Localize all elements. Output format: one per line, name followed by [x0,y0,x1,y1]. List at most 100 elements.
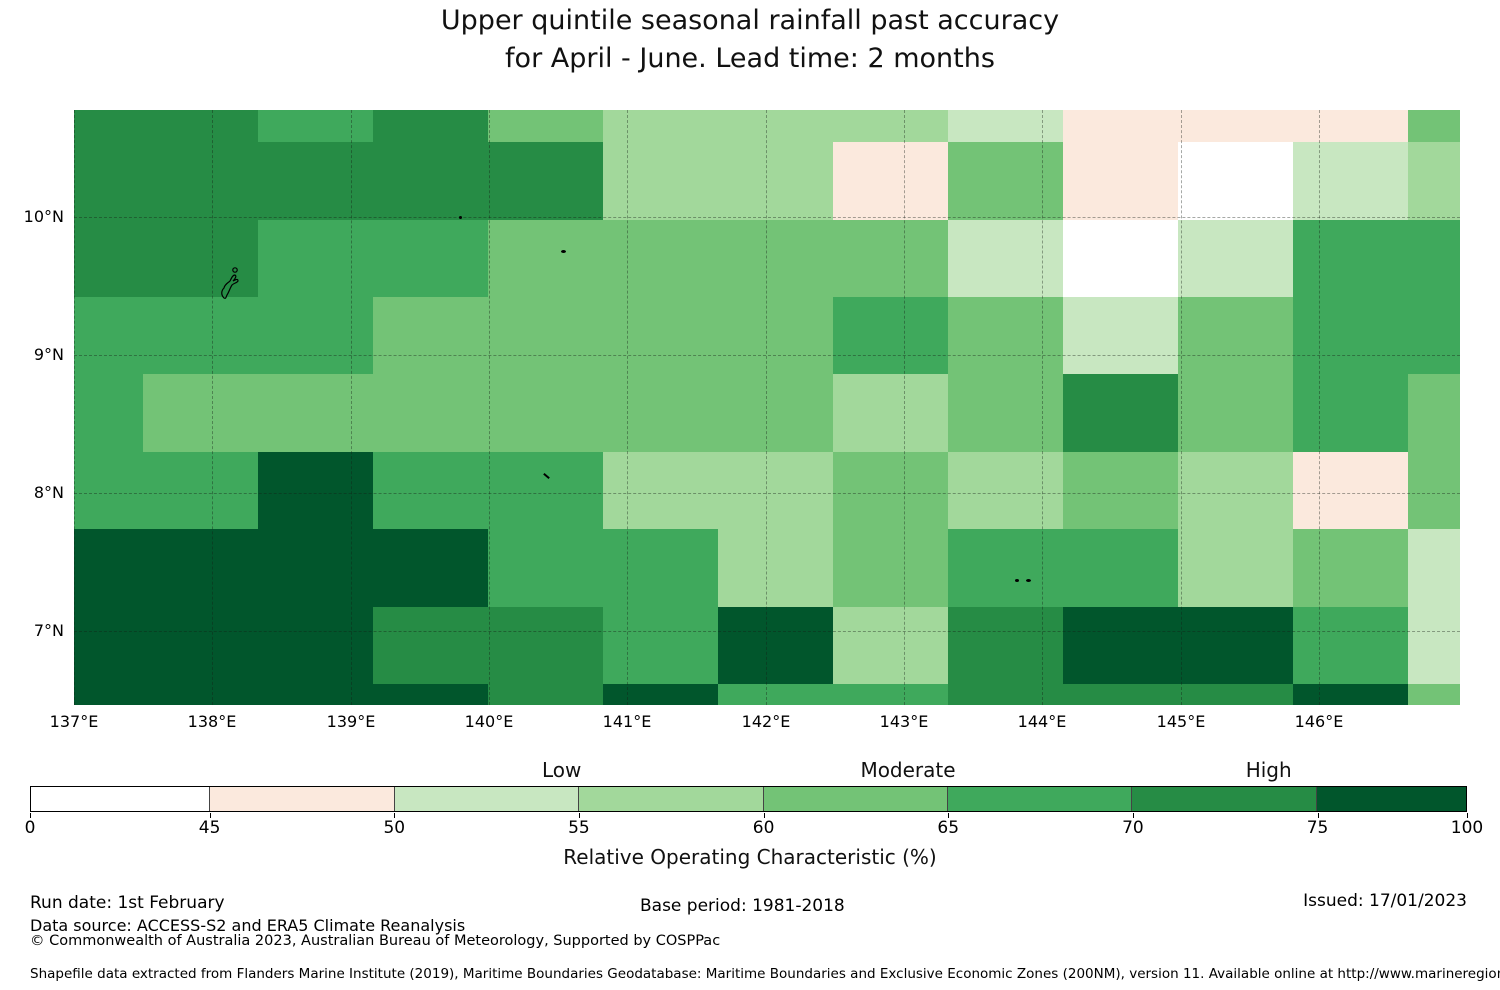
map-cell-r1-c0 [74,142,143,220]
colorbar-tick-55: 55 [568,818,590,838]
colorbar-label-moderate: Moderate [860,758,956,782]
map-cell-r4-c6 [718,374,833,452]
map-cell-r1-c6 [718,142,833,220]
map-cell-r5-c7 [833,452,948,529]
map-plot [74,110,1460,705]
map-cell-r7-c10 [1178,607,1293,684]
map-cell-r0-c10 [1178,110,1293,142]
map-cell-r1-c9 [1063,142,1178,220]
map-cell-r2-c6 [718,220,833,297]
map-cell-r8-c9 [1063,684,1178,705]
colorbar-tick-60: 60 [752,818,775,838]
island-mark [561,250,566,253]
map-cell-r5-c4 [488,452,603,529]
map-cell-r4-c3 [373,374,488,452]
map-cell-r4-c12 [1408,374,1460,452]
map-cell-r7-c6 [718,607,833,684]
colorbar-tickmark-70 [1132,813,1134,818]
map-cell-r4-c10 [1178,374,1293,452]
colorbar-tickmark-65 [948,813,950,818]
map-cell-r1-c5 [603,142,718,220]
map-cell-r5-c11 [1293,452,1408,529]
gridline-138°E [212,110,213,705]
map-cell-r7-c8 [948,607,1063,684]
map-cell-r2-c3 [373,220,488,297]
map-cell-r0-c0 [74,110,143,142]
colorbar-segment-55-60 [579,787,764,811]
map-cell-r6-c10 [1178,529,1293,607]
colorbar-tick-45: 45 [198,818,221,838]
colorbar-segment-70-75 [1132,787,1317,811]
map-cell-r1-c11 [1293,142,1408,220]
x-tick-label-142°E: 142°E [741,712,791,731]
map-cell-r0-c5 [603,110,718,142]
gridline-145°E [1181,110,1182,705]
map-cell-r5-c1 [143,452,258,529]
map-cell-r2-c10 [1178,220,1293,297]
map-cell-r6-c3 [373,529,488,607]
colorbar-segment-50-55 [394,787,580,811]
map-cell-r6-c9 [1063,529,1178,607]
gridline-143°E [904,110,905,705]
map-cell-r3-c4 [488,297,603,374]
footer-copyright: © Commonwealth of Australia 2023, Austra… [30,933,721,949]
colorbar-label-low: Low [541,758,582,782]
colorbar-tickmark-0 [30,813,31,818]
map-cell-r7-c11 [1293,607,1408,684]
x-tick-label-144°E: 144°E [1017,712,1067,731]
map-cell-r1-c7 [833,142,948,220]
colorbar-segment-60-65 [763,787,948,811]
gridline-144°E [1042,110,1043,705]
map-cell-r8-c8 [948,684,1063,705]
map-cell-r8-c4 [488,684,603,705]
chart-title-line1: Upper quintile seasonal rainfall past ac… [440,5,1060,36]
map-cell-r2-c4 [488,220,603,297]
footer-base-period: Base period: 1981-2018 [640,896,845,916]
colorbar-segment-45-50 [210,787,395,811]
chart-title-line2: for April - June. Lead time: 2 months [505,43,995,74]
map-cell-r6-c2 [258,529,373,607]
map-cell-r0-c6 [718,110,833,142]
map-cell-r2-c0 [74,220,143,297]
map-cell-r7-c7 [833,607,948,684]
colorbar-tick-50: 50 [383,818,406,838]
y-tick-label-7°N: 7°N [33,621,64,640]
map-cell-r1-c4 [488,142,603,220]
map-cell-r2-c8 [948,220,1063,297]
map-cell-r6-c1 [143,529,258,607]
map-cell-r7-c1 [143,607,258,684]
colorbar-tick-100: 100 [1450,818,1484,838]
map-cell-r1-c10 [1178,142,1293,220]
colorbar-tick-75: 75 [1306,818,1329,838]
gridline-146°E [1319,110,1320,705]
map-cell-r3-c0 [74,297,143,374]
map-cell-r7-c3 [373,607,488,684]
island-outline [219,266,246,305]
map-cell-r2-c7 [833,220,948,297]
map-cell-r3-c11 [1293,297,1408,374]
map-cell-r5-c3 [373,452,488,529]
colorbar-axis-label: Relative Operating Characteristic (%) [563,845,937,869]
footer-shapefile-attribution: Shapefile data extracted from Flanders M… [30,966,1500,982]
map-cell-r5-c0 [74,452,143,529]
gridline-140°E [489,110,490,705]
map-cell-r4-c5 [603,374,718,452]
map-cell-r8-c6 [718,684,833,705]
gridline-142°E [766,110,767,705]
map-cell-r7-c9 [1063,607,1178,684]
gridline-7°N [74,631,1460,632]
colorbar-segment-65-70 [947,787,1133,811]
map-cell-r3-c10 [1178,297,1293,374]
x-tick-label-137°E: 137°E [49,712,99,731]
x-tick-label-141°E: 141°E [602,712,652,731]
colorbar-tickmark-75 [1317,813,1319,818]
map-cell-r7-c4 [488,607,603,684]
map-cell-r1-c2 [258,142,373,220]
map-cell-r5-c12 [1408,452,1460,529]
colorbar-tickmark-60 [763,813,765,818]
colorbar-label-high: High [1245,758,1292,782]
map-cell-r4-c7 [833,374,948,452]
colorbar [30,786,1467,812]
footer-data-source: Data source: ACCESS-S2 and ERA5 Climate … [30,916,466,935]
map-cell-r0-c4 [488,110,603,142]
